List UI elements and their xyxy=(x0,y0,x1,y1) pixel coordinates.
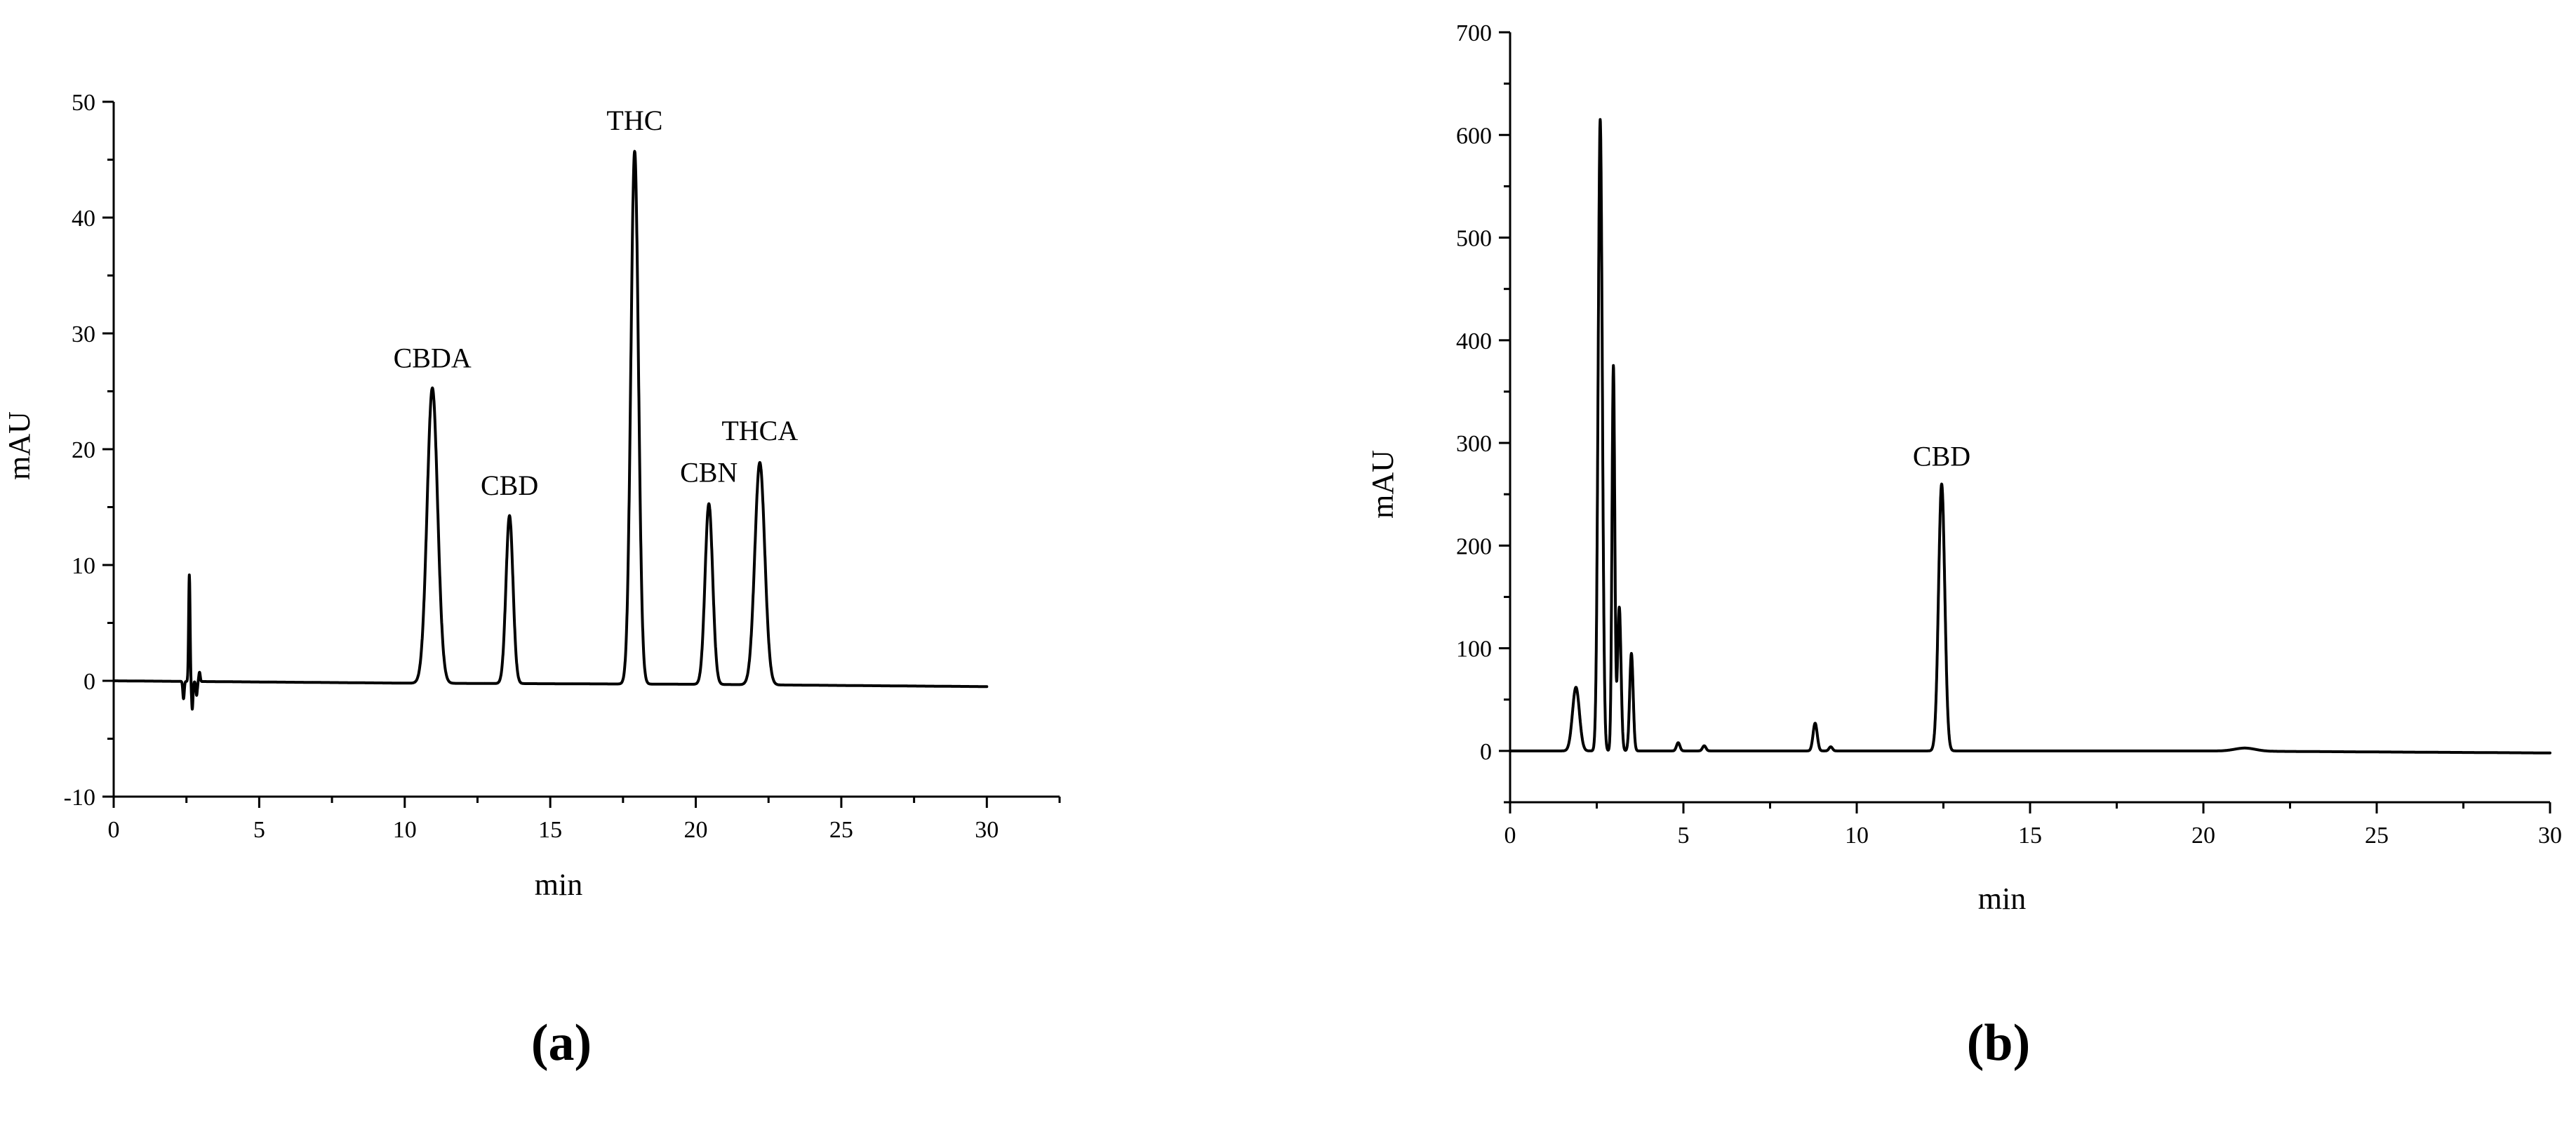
x-tick-label: 25 xyxy=(2365,823,2389,849)
y-tick-label: 600 xyxy=(1456,123,1492,149)
y-tick-label: -10 xyxy=(64,785,95,811)
peak-label: CBD xyxy=(1913,441,1970,472)
x-tick-label: 30 xyxy=(2538,823,2562,849)
x-tick-label: 20 xyxy=(2191,823,2215,849)
chromatogram-trace xyxy=(1509,118,2551,755)
peak-label: THC xyxy=(606,105,662,136)
x-tick-label: 20 xyxy=(684,817,708,843)
x-tick-label: 0 xyxy=(1504,823,1516,849)
panel-label: (a) xyxy=(531,1014,592,1072)
y-tick-label: 10 xyxy=(72,553,95,579)
y-tick-label: 700 xyxy=(1456,20,1492,46)
y-tick-label: 100 xyxy=(1456,637,1492,663)
x-tick-label: 10 xyxy=(1845,823,1869,849)
peak-label: THCA xyxy=(721,415,798,446)
y-tick-label: 500 xyxy=(1456,226,1492,252)
chart-panel-b: 0 5 10 15 20 25 300100200300400500600700minmAU… xyxy=(1366,20,2562,1072)
x-tick-label: 5 xyxy=(1678,823,1690,849)
y-tick-label: 300 xyxy=(1456,431,1492,457)
x-axis-label: min xyxy=(1978,882,2026,916)
y-tick-label: 50 xyxy=(72,90,95,116)
y-tick-label: 20 xyxy=(72,437,95,463)
y-tick-label: 0 xyxy=(1480,739,1492,765)
x-tick-label: 0 xyxy=(108,817,120,843)
peak-label: CBD xyxy=(481,470,538,501)
x-axis-label: min xyxy=(535,868,582,902)
x-tick-label: 15 xyxy=(2018,823,2042,849)
y-tick-label: 200 xyxy=(1456,533,1492,559)
x-tick-label: 25 xyxy=(829,817,853,843)
y-tick-label: 400 xyxy=(1456,328,1492,354)
chromatogram-trace xyxy=(112,149,989,711)
y-tick-label: 30 xyxy=(72,321,95,347)
x-tick-label: 5 xyxy=(253,817,265,843)
panel-label: (b) xyxy=(1967,1014,2030,1072)
y-tick-label: 0 xyxy=(84,669,95,695)
y-axis-label: mAU xyxy=(1366,450,1400,519)
x-tick-label: 30 xyxy=(975,817,999,843)
peak-label: CBN xyxy=(680,457,738,489)
x-tick-label: 10 xyxy=(393,817,417,843)
x-tick-label: 15 xyxy=(538,817,562,843)
y-axis-label: mAU xyxy=(2,411,36,480)
chart-panel-a: 0 5 10 15 20 25 30 -10 0 10 20 30 40 50 min mAU CBDA CBD T… xyxy=(2,90,1061,1072)
y-tick-label: 40 xyxy=(72,206,95,232)
peak-label: CBDA xyxy=(394,342,472,373)
